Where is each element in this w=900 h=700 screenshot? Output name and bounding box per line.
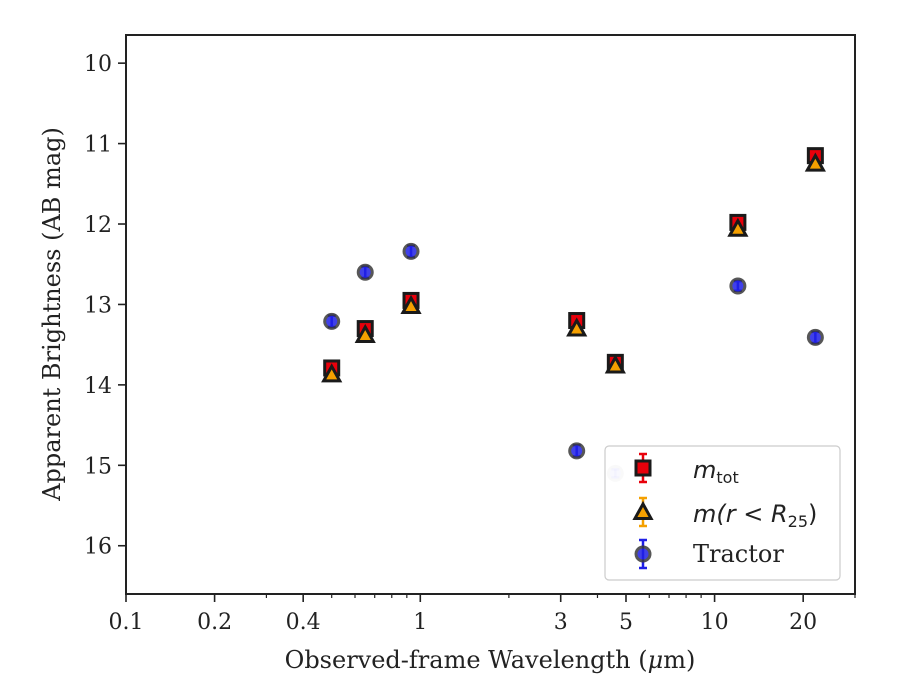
m-r25-point (566, 317, 588, 337)
m-r25-point (354, 323, 376, 343)
legend-label-m-r25: m(r < R25) (693, 500, 817, 531)
m-r25-point (804, 152, 826, 172)
y-tick-label: 13 (84, 293, 112, 318)
m-r25-point (400, 294, 422, 314)
tractor-point (729, 277, 747, 295)
legend-markers (632, 452, 654, 570)
legend-marker-m-r25 (632, 500, 654, 520)
y-tick-label: 12 (84, 213, 112, 238)
m-r25-point (321, 363, 343, 383)
y-tick-label: 10 (84, 52, 112, 77)
tractor-point (356, 263, 374, 281)
legend: mtot m(r < R25) Tractor (604, 445, 841, 581)
y-tick-label: 15 (84, 454, 112, 479)
y-tick-label: 11 (84, 133, 112, 158)
x-tick-label: 3 (554, 610, 568, 635)
x-tick-label: 1 (413, 610, 427, 635)
x-tick-label: 10 (701, 610, 729, 635)
m-r25-point (727, 217, 749, 237)
y-axis: 10 11 12 13 14 15 16 (84, 52, 126, 560)
legend-label-tractor: Tractor (693, 540, 784, 568)
x-tick-label: 0.1 (109, 610, 144, 635)
legend-box (604, 445, 841, 581)
tractor-point (323, 312, 341, 330)
data-markers (321, 147, 826, 482)
legend-marker-mtot (634, 459, 652, 477)
x-tick-label: 0.2 (197, 610, 232, 635)
x-tick-label: 0.4 (286, 610, 321, 635)
tractor-point (568, 442, 586, 460)
x-axis-label: Observed-frame Wavelength (μm) (285, 646, 696, 674)
x-tick-label: 20 (789, 610, 817, 635)
tractor-point (806, 328, 824, 346)
tractor-point (402, 242, 420, 260)
y-tick-label: 14 (84, 374, 112, 399)
y-axis-label: Apparent Brightness (AB mag) (38, 127, 66, 502)
legend-label-mtot: mtot (693, 456, 739, 487)
legend-marker-tractor (634, 545, 652, 563)
plot-frame (125, 34, 856, 595)
m-r25-point (604, 354, 626, 374)
y-tick-label: 16 (84, 535, 112, 560)
x-axis: 0.1 0.2 0.4 1 3 5 10 20 (109, 594, 856, 635)
x-tick-label: 5 (619, 610, 633, 635)
